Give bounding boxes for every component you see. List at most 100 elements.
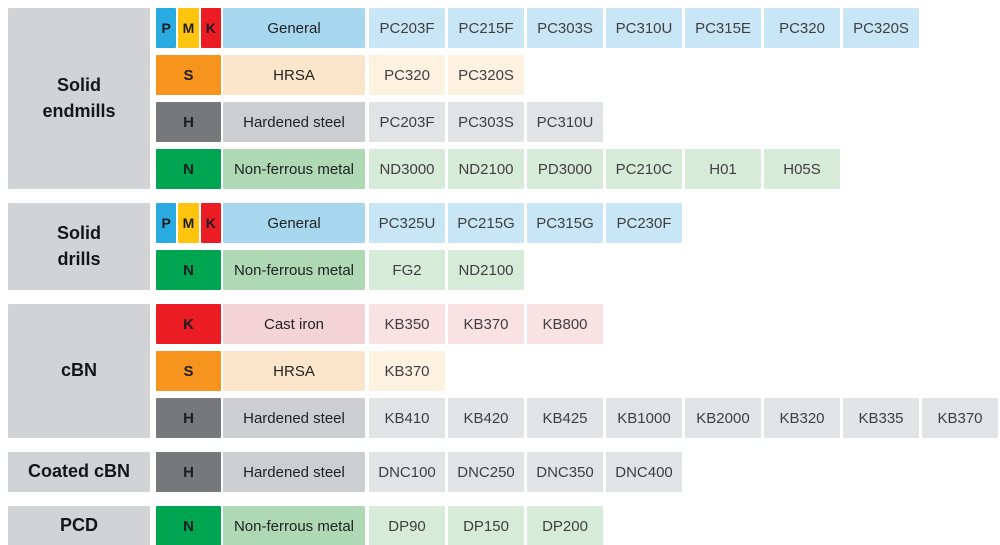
material-label-cast-iron: Cast iron: [223, 304, 365, 344]
grade-row-non-ferrous-metal: N Non-ferrous metal FG2 ND2100: [156, 250, 685, 290]
category-label-solid-endmills: Solid endmills: [8, 8, 150, 189]
material-label-non-ferrous-metal: Non-ferrous metal: [223, 250, 365, 290]
category-label-pcd: PCD: [8, 506, 150, 545]
material-label-hrsa: HRSA: [223, 55, 365, 95]
grade-cell-kb410: KB410: [369, 398, 445, 438]
material-label-non-ferrous-metal: Non-ferrous metal: [223, 149, 365, 189]
grade-cell-pc215f: PC215F: [448, 8, 524, 48]
grade-cell-pc320s: PC320S: [843, 8, 919, 48]
grade-row-general: P M K General PC203F PC215F PC303S PC310U PC315E…: [156, 8, 922, 48]
iso-class-badge-k: K: [200, 8, 221, 48]
section-solid-endmills: Solid endmills P M K General PC203F PC215F PC30…: [8, 8, 1000, 189]
iso-class-badge-m: M: [178, 8, 199, 48]
grade-cell-nd2100: ND2100: [448, 250, 524, 290]
grade-row-hardened-steel: H Hardened steel KB410 KB420 KB425 KB1000 KB20…: [156, 398, 1000, 438]
iso-class-badge-h: H: [156, 452, 221, 492]
grade-cell-dnc250: DNC250: [448, 452, 524, 492]
iso-badge-group: N: [156, 250, 221, 290]
grade-cell-nd2100: ND2100: [448, 149, 524, 189]
grade-row-general: P M K General PC325U PC215G PC315G PC230F: [156, 203, 685, 243]
grade-cell-dp150: DP150: [448, 506, 524, 545]
grade-cell-pc230f: PC230F: [606, 203, 682, 243]
grade-cell-h01: H01: [685, 149, 761, 189]
grade-cell-pc320s: PC320S: [448, 55, 524, 95]
iso-class-badge-n: N: [156, 506, 221, 545]
grade-cell-kb2000: KB2000: [685, 398, 761, 438]
iso-class-badge-p: P: [156, 8, 177, 48]
grade-cell-pc310u: PC310U: [527, 102, 603, 142]
material-label-hardened-steel: Hardened steel: [223, 452, 365, 492]
grade-cell-kb420: KB420: [448, 398, 524, 438]
section-pcd: PCD N Non-ferrous metal DP90 DP150 DP200: [8, 506, 1000, 545]
grade-cell-pc203f: PC203F: [369, 8, 445, 48]
iso-badge-group: K: [156, 304, 221, 344]
material-label-general: General: [223, 203, 365, 243]
grade-cell-kb370: KB370: [448, 304, 524, 344]
iso-badge-group: N: [156, 506, 221, 545]
iso-class-badge-h: H: [156, 398, 221, 438]
grade-row-non-ferrous-metal: N Non-ferrous metal DP90 DP150 DP200: [156, 506, 606, 545]
grade-cell-kb370: KB370: [369, 351, 445, 391]
iso-class-badge-h: H: [156, 102, 221, 142]
grade-row-hardened-steel: H Hardened steel PC203F PC303S PC310U: [156, 102, 922, 142]
grade-cell-kb425: KB425: [527, 398, 603, 438]
grade-cell-pc315e: PC315E: [685, 8, 761, 48]
grade-cell-kb1000: KB1000: [606, 398, 682, 438]
iso-badge-group: S: [156, 351, 221, 391]
material-label-hrsa: HRSA: [223, 351, 365, 391]
iso-badge-group: S: [156, 55, 221, 95]
section-rows: N Non-ferrous metal DP90 DP150 DP200: [156, 506, 606, 545]
grade-row-cast-iron: K Cast iron KB350 KB370 KB800: [156, 304, 1000, 344]
grade-row-non-ferrous-metal: N Non-ferrous metal ND3000 ND2100 PD3000 PC21…: [156, 149, 922, 189]
section-cbn: cBN K Cast iron KB350 KB370 KB800 S HRSA KB370 H H…: [8, 304, 1000, 438]
grade-cell-dnc350: DNC350: [527, 452, 603, 492]
iso-class-badge-s: S: [156, 351, 221, 391]
grade-cell-pc215g: PC215G: [448, 203, 524, 243]
grade-cell-dp90: DP90: [369, 506, 445, 545]
grade-cell-kb350: KB350: [369, 304, 445, 344]
grade-cell-fg2: FG2: [369, 250, 445, 290]
section-rows: H Hardened steel DNC100 DNC250 DNC350 DNC400: [156, 452, 685, 492]
grade-cell-pc320: PC320: [369, 55, 445, 95]
section-rows: K Cast iron KB350 KB370 KB800 S HRSA KB370 H Hard…: [156, 304, 1000, 438]
grade-cell-kb370: KB370: [922, 398, 998, 438]
grade-cell-pc310u: PC310U: [606, 8, 682, 48]
grade-row-hrsa: S HRSA PC320 PC320S: [156, 55, 922, 95]
section-coated-cbn: Coated cBN H Hardened steel DNC100 DNC250 DNC…: [8, 452, 1000, 492]
iso-class-badge-p: P: [156, 203, 177, 243]
grade-cell-pc210c: PC210C: [606, 149, 682, 189]
grade-cell-h05s: H05S: [764, 149, 840, 189]
material-label-non-ferrous-metal: Non-ferrous metal: [223, 506, 365, 545]
grade-cell-pc203f: PC203F: [369, 102, 445, 142]
grade-cell-kb800: KB800: [527, 304, 603, 344]
grade-row-hrsa: S HRSA KB370: [156, 351, 1000, 391]
category-label-solid-drills: Solid drills: [8, 203, 150, 290]
grade-cell-dnc400: DNC400: [606, 452, 682, 492]
iso-class-badge-n: N: [156, 149, 221, 189]
grade-row-hardened-steel: H Hardened steel DNC100 DNC250 DNC350 DNC400: [156, 452, 685, 492]
grade-cell-pc303s: PC303S: [527, 8, 603, 48]
iso-class-badge-m: M: [178, 203, 199, 243]
grade-cell-dnc100: DNC100: [369, 452, 445, 492]
iso-badge-group: H: [156, 102, 221, 142]
section-rows: P M K General PC203F PC215F PC303S PC310U PC315E…: [156, 8, 922, 189]
grade-cell-pc320: PC320: [764, 8, 840, 48]
grade-cell-dp200: DP200: [527, 506, 603, 545]
section-solid-drills: Solid drills P M K General PC325U PC215G PC315G…: [8, 203, 1000, 290]
iso-badge-group: N: [156, 149, 221, 189]
material-label-hardened-steel: Hardened steel: [223, 398, 365, 438]
grade-cell-kb320: KB320: [764, 398, 840, 438]
grade-cell-pc303s: PC303S: [448, 102, 524, 142]
section-rows: P M K General PC325U PC215G PC315G PC230F N Non-f…: [156, 203, 685, 290]
grade-cell-pc325u: PC325U: [369, 203, 445, 243]
material-label-hardened-steel: Hardened steel: [223, 102, 365, 142]
grade-cell-nd3000: ND3000: [369, 149, 445, 189]
grade-cell-kb335: KB335: [843, 398, 919, 438]
category-label-cbn: cBN: [8, 304, 150, 438]
grade-cell-pd3000: PD3000: [527, 149, 603, 189]
iso-badge-group: H: [156, 398, 221, 438]
iso-class-badge-k: K: [200, 203, 221, 243]
material-label-general: General: [223, 8, 365, 48]
